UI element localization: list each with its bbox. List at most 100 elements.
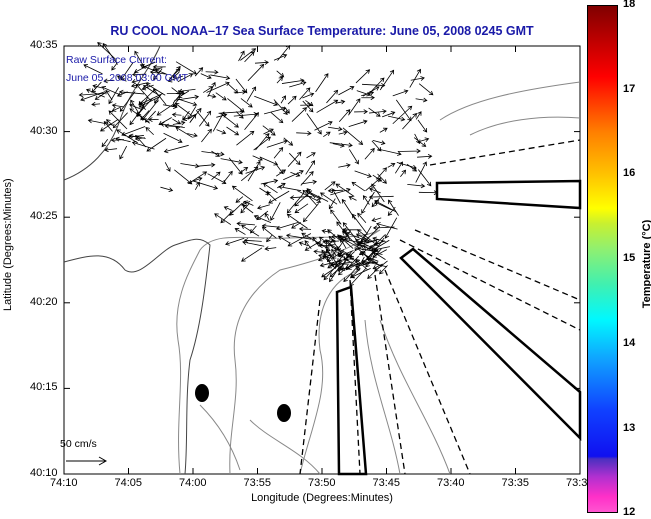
current-vector: [323, 261, 341, 281]
current-vector: [141, 84, 154, 91]
scale-arrow: [66, 456, 108, 466]
current-vector: [357, 240, 376, 247]
current-vector: [287, 95, 297, 105]
current-vector: [171, 87, 181, 95]
current-vector: [368, 107, 381, 117]
current-vector: [329, 267, 340, 283]
current-vector: [261, 226, 277, 239]
current-vector: [344, 256, 355, 262]
current-vector: [80, 91, 106, 102]
current-vector: [225, 237, 245, 246]
current-vector: [327, 188, 344, 194]
current-vector: [105, 89, 113, 101]
colorbar-tick-label: 12: [623, 506, 636, 519]
current-vector: [358, 243, 376, 256]
current-vector: [200, 73, 212, 80]
current-vector: [229, 203, 243, 216]
current-vector: [407, 183, 426, 189]
current-vector: [345, 231, 371, 243]
current-vector: [241, 224, 260, 237]
current-vector: [330, 244, 353, 257]
current-vector: [203, 86, 214, 93]
current-vector: [97, 42, 117, 61]
current-vector: [160, 186, 174, 192]
current-vector: [417, 169, 432, 187]
current-vector: [392, 89, 409, 97]
current-vector: [319, 259, 345, 268]
current-vector: [324, 181, 336, 191]
current-vector: [406, 163, 418, 172]
current-vector: [220, 113, 239, 128]
current-vector: [153, 68, 163, 81]
current-vector: [270, 112, 284, 124]
current-vector: [377, 167, 387, 179]
current-vector: [331, 248, 337, 257]
current-vector: [361, 260, 379, 266]
current-vector: [192, 180, 219, 190]
current-vector: [330, 187, 351, 196]
current-vector: [207, 173, 227, 185]
current-vector: [348, 149, 359, 165]
current-vector: [101, 139, 109, 148]
current-vector: [356, 90, 371, 97]
current-vector: [379, 127, 388, 133]
current-vectors: [78, 42, 439, 287]
current-vector: [145, 126, 154, 136]
current-vector: [413, 137, 427, 147]
current-vector: [234, 89, 247, 95]
current-vector: [337, 253, 345, 263]
current-vector: [330, 209, 342, 225]
current-vector: [361, 95, 375, 101]
current-vector: [175, 126, 193, 138]
current-vector: [275, 221, 299, 231]
current-vector: [214, 213, 232, 225]
current-vector: [201, 128, 212, 143]
current-vector: [236, 130, 255, 146]
current-vector: [199, 110, 212, 127]
current-vector: [339, 261, 347, 271]
current-vector: [216, 129, 227, 135]
current-vector: [388, 199, 399, 216]
current-vector: [301, 179, 318, 185]
current-vector: [175, 61, 197, 75]
current-vector: [287, 151, 302, 167]
current-vector: [395, 99, 412, 122]
current-vector: [134, 136, 146, 141]
current-vector: [338, 109, 351, 122]
current-vector: [318, 253, 331, 259]
exclusion-zones: [335, 179, 582, 476]
current-vector: [345, 253, 354, 261]
current-vector: [255, 133, 270, 151]
current-vector: [414, 133, 421, 145]
current-vector: [223, 206, 233, 211]
current-vector: [263, 128, 274, 135]
current-vector: [276, 70, 285, 78]
current-vector: [103, 78, 114, 84]
x-tick-label: 73:50: [308, 477, 336, 489]
current-vector: [116, 129, 138, 144]
current-vector: [325, 239, 334, 249]
current-vector: [262, 125, 276, 136]
current-vector: [283, 169, 304, 181]
current-vector: [240, 98, 253, 108]
current-vector: [342, 227, 361, 233]
current-vector: [111, 103, 125, 109]
current-vector: [285, 233, 312, 240]
current-vector: [319, 192, 338, 205]
current-vector: [362, 83, 386, 88]
current-vector: [280, 95, 286, 104]
current-vector: [402, 112, 418, 130]
current-vector: [162, 104, 178, 110]
current-vector: [340, 237, 347, 249]
current-vector: [187, 176, 203, 184]
current-vector: [328, 198, 336, 210]
current-vector: [287, 233, 312, 247]
current-vector: [377, 148, 402, 156]
current-vector: [112, 112, 128, 129]
current-vector: [226, 126, 240, 136]
current-vector: [152, 64, 166, 70]
current-vector: [254, 60, 269, 65]
x-tick-label: 73:45: [372, 477, 401, 489]
current-vector: [154, 94, 162, 104]
current-vector: [100, 118, 119, 132]
